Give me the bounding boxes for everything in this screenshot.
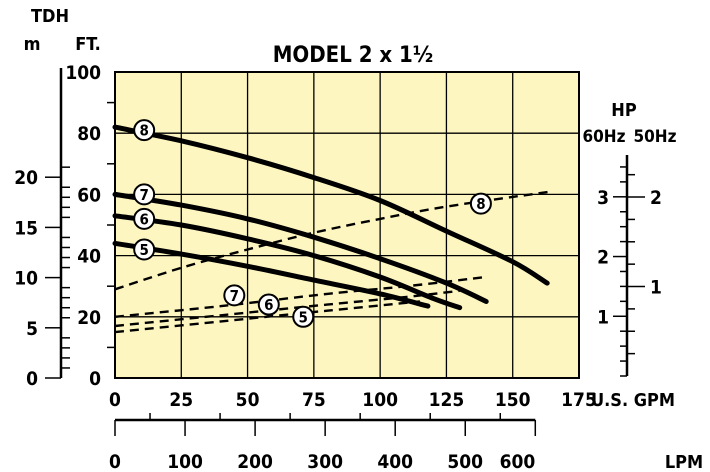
power-curve-marker-5: 5 xyxy=(292,305,315,328)
power-curve-marker-7: 7 xyxy=(223,284,246,307)
head-curve-marker-8: 8 xyxy=(133,119,156,142)
head-curve-8 xyxy=(112,124,550,286)
lpm-unit-label: LPM xyxy=(665,452,703,472)
meters-tick-label: 0 xyxy=(26,368,38,390)
curve-marker-circle xyxy=(469,192,492,215)
curve-marker-label: 5 xyxy=(299,308,308,326)
lpm-tick-label: 300 xyxy=(307,451,343,472)
tdh-label: TDH xyxy=(31,6,69,27)
gpm-tick-label: 75 xyxy=(302,389,326,411)
feet-tick-label: 60 xyxy=(77,184,101,206)
curve-marker-circle xyxy=(133,183,156,206)
chart-title: MODEL 2 x 1½ xyxy=(273,43,434,68)
lpm-tick-label: 400 xyxy=(377,451,413,472)
curve-marker-label: 7 xyxy=(139,186,148,204)
head-curve-7 xyxy=(112,191,489,304)
feet-tick-label: 100 xyxy=(65,62,101,84)
gpm-tick-label: 25 xyxy=(169,389,193,411)
hp60-tick-label: 1 xyxy=(597,306,609,328)
power-curve-6 xyxy=(114,289,460,328)
meters-tick-label: 5 xyxy=(26,318,38,340)
head-curve-marker-7: 7 xyxy=(133,183,156,206)
curve-marker-circle xyxy=(133,238,156,261)
feet-tick-label: 40 xyxy=(77,246,101,268)
head-curve-marker-6: 6 xyxy=(133,207,156,230)
curve-marker-circle xyxy=(133,207,156,230)
curve-marker-circle xyxy=(133,119,156,142)
gpm-tick-label: 125 xyxy=(429,389,465,411)
gpm-tick-label: 50 xyxy=(236,389,260,411)
hp50-tick-label: 1 xyxy=(650,277,662,299)
hz60-unit-label: 60Hz xyxy=(583,127,626,147)
meters-tick-label: 20 xyxy=(14,167,38,189)
curve-marker-label: 5 xyxy=(139,241,148,259)
head-curve-5 xyxy=(112,240,431,309)
power-curve-7 xyxy=(114,275,487,318)
curve-marker-label: 7 xyxy=(230,287,239,305)
curve-marker-label: 8 xyxy=(139,122,148,140)
gpm-tick-label: 175 xyxy=(561,389,597,411)
lpm-tick-label: 500 xyxy=(447,451,483,472)
lpm-tick-label: 200 xyxy=(237,451,273,472)
hp60-tick-label: 2 xyxy=(597,247,609,269)
hp50-tick-label: 2 xyxy=(650,187,662,209)
feet-tick-label: 20 xyxy=(77,307,101,329)
power-curve-5 xyxy=(114,300,421,334)
power-curve-marker-6: 6 xyxy=(257,293,280,316)
lpm-tick-label: 0 xyxy=(109,451,121,472)
power-curve-marker-8: 8 xyxy=(469,192,492,215)
gpm-tick-label: 0 xyxy=(109,389,121,411)
hp60-tick-label: 3 xyxy=(597,187,609,209)
power-curve-8 xyxy=(114,190,553,291)
curve-marker-circle xyxy=(257,293,280,316)
hp-label: HP xyxy=(611,100,637,121)
gpm-tick-label: 100 xyxy=(362,389,398,411)
meters-tick-label: 10 xyxy=(14,268,38,290)
lpm-tick-label: 600 xyxy=(500,451,536,472)
feet-unit-label: FT. xyxy=(75,34,101,55)
lpm-tick-label: 100 xyxy=(167,451,203,472)
meters-tick-label: 15 xyxy=(14,217,38,239)
feet-tick-label: 80 xyxy=(77,123,101,145)
meters-unit-label: m xyxy=(24,34,41,55)
curve-marker-label: 8 xyxy=(476,195,485,213)
curve-marker-label: 6 xyxy=(264,296,273,314)
curve-marker-label: 6 xyxy=(139,210,148,228)
feet-tick-label: 0 xyxy=(89,368,101,390)
gpm-unit-label: U.S. GPM xyxy=(591,390,675,411)
head-curve-marker-5: 5 xyxy=(133,238,156,261)
head-curve-6 xyxy=(112,213,463,311)
hz50-unit-label: 50Hz xyxy=(634,127,677,147)
curve-marker-circle xyxy=(223,284,246,307)
curves: 8 7 6 5 8 7 6 5 xyxy=(112,119,553,334)
gpm-tick-label: 150 xyxy=(495,389,531,411)
curve-marker-circle xyxy=(292,305,315,328)
